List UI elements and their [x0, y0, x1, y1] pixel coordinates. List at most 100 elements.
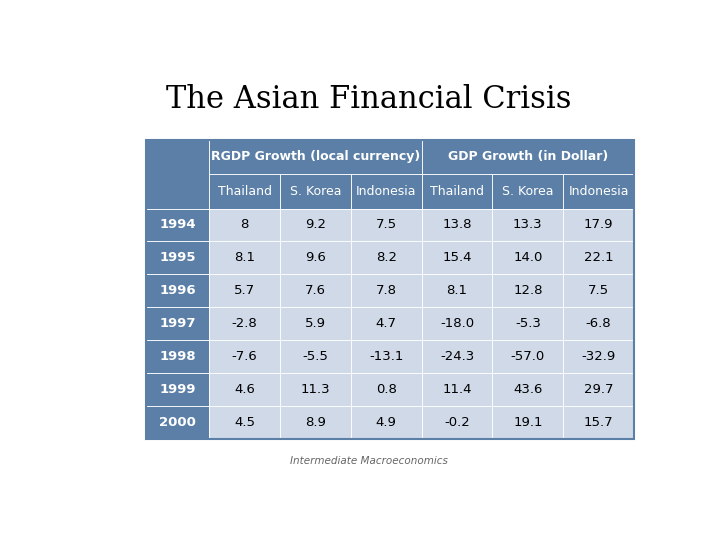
Text: 11.3: 11.3 [301, 383, 330, 396]
Text: 7.5: 7.5 [376, 219, 397, 232]
Text: 1999: 1999 [159, 383, 196, 396]
Text: 7.5: 7.5 [588, 285, 609, 298]
Bar [422, 373, 492, 406]
Bar [210, 373, 280, 406]
Bar [210, 274, 280, 307]
Bar [492, 406, 563, 439]
Bar [422, 307, 492, 340]
Text: 8.2: 8.2 [376, 252, 397, 265]
Text: -2.8: -2.8 [232, 318, 258, 330]
Bar [210, 241, 280, 274]
Bar [563, 307, 634, 340]
Text: GDP Growth (in Dollar): GDP Growth (in Dollar) [448, 150, 608, 164]
Bar [280, 340, 351, 373]
Text: 4.9: 4.9 [376, 416, 397, 429]
Text: The Asian Financial Crisis: The Asian Financial Crisis [166, 84, 572, 114]
Text: Indonesia: Indonesia [356, 185, 416, 198]
Bar [422, 274, 492, 307]
Bar [351, 241, 422, 274]
Text: 14.0: 14.0 [513, 252, 543, 265]
Bar [422, 174, 492, 208]
Text: 5.9: 5.9 [305, 318, 326, 330]
Bar [280, 208, 351, 241]
Bar [563, 208, 634, 241]
Bar [145, 241, 210, 274]
Bar [145, 140, 634, 439]
Bar [145, 274, 210, 307]
Text: RGDP Growth (local currency): RGDP Growth (local currency) [211, 150, 420, 164]
Text: 15.7: 15.7 [584, 416, 613, 429]
Bar [280, 307, 351, 340]
Bar [422, 340, 492, 373]
Text: -0.2: -0.2 [444, 416, 470, 429]
Bar [422, 208, 492, 241]
Text: -13.1: -13.1 [369, 350, 403, 363]
Text: 5.7: 5.7 [234, 285, 255, 298]
Bar [280, 406, 351, 439]
Bar [210, 208, 280, 241]
Text: 8: 8 [240, 219, 249, 232]
Text: 8.1: 8.1 [446, 285, 467, 298]
Text: 11.4: 11.4 [442, 383, 472, 396]
Text: S. Korea: S. Korea [289, 185, 341, 198]
Text: -24.3: -24.3 [440, 350, 474, 363]
Text: 1996: 1996 [159, 285, 196, 298]
Text: 22.1: 22.1 [584, 252, 613, 265]
Text: 19.1: 19.1 [513, 416, 543, 429]
Bar [422, 406, 492, 439]
Text: 9.6: 9.6 [305, 252, 326, 265]
Bar [351, 208, 422, 241]
Bar [210, 174, 280, 208]
Text: 8.1: 8.1 [234, 252, 255, 265]
Bar [563, 274, 634, 307]
Text: 12.8: 12.8 [513, 285, 543, 298]
Text: Thailand: Thailand [217, 185, 271, 198]
Text: 0.8: 0.8 [376, 383, 397, 396]
Bar [145, 373, 210, 406]
Bar [280, 274, 351, 307]
Text: 1995: 1995 [159, 252, 196, 265]
Bar [351, 307, 422, 340]
Bar [210, 340, 280, 373]
Bar [351, 373, 422, 406]
Bar [422, 140, 634, 174]
Text: 1998: 1998 [159, 350, 196, 363]
Text: -18.0: -18.0 [440, 318, 474, 330]
Text: 43.6: 43.6 [513, 383, 543, 396]
Bar [351, 174, 422, 208]
Bar [351, 274, 422, 307]
Text: 1994: 1994 [159, 219, 196, 232]
Bar [210, 406, 280, 439]
Text: -32.9: -32.9 [582, 350, 616, 363]
Text: 4.7: 4.7 [376, 318, 397, 330]
Text: 4.6: 4.6 [234, 383, 255, 396]
Text: -6.8: -6.8 [586, 318, 611, 330]
Bar [492, 174, 563, 208]
Text: 9.2: 9.2 [305, 219, 326, 232]
Text: 8.9: 8.9 [305, 416, 326, 429]
Bar [492, 241, 563, 274]
Text: 4.5: 4.5 [234, 416, 255, 429]
Bar [563, 406, 634, 439]
Bar [351, 406, 422, 439]
Text: -57.0: -57.0 [510, 350, 545, 363]
Bar [492, 307, 563, 340]
Bar [210, 140, 422, 174]
Text: 7.8: 7.8 [376, 285, 397, 298]
Bar [145, 208, 210, 241]
Text: -7.6: -7.6 [232, 350, 258, 363]
Bar [563, 241, 634, 274]
Bar [280, 241, 351, 274]
Bar [492, 340, 563, 373]
Text: 2000: 2000 [159, 416, 196, 429]
Bar [422, 241, 492, 274]
Text: -5.5: -5.5 [302, 350, 328, 363]
Text: 1997: 1997 [159, 318, 196, 330]
Bar [492, 208, 563, 241]
Bar [563, 373, 634, 406]
Text: 13.8: 13.8 [442, 219, 472, 232]
Text: 17.9: 17.9 [584, 219, 613, 232]
Bar [492, 274, 563, 307]
Bar [145, 340, 210, 373]
Bar [563, 174, 634, 208]
